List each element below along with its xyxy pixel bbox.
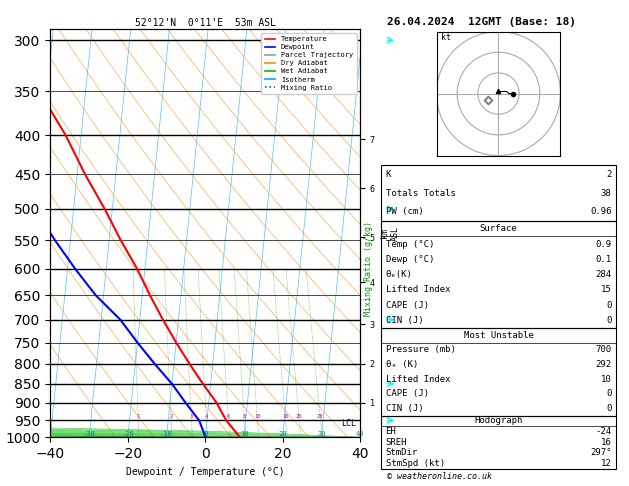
Text: 0.9: 0.9 <box>595 240 611 248</box>
Text: Surface: Surface <box>480 224 517 233</box>
Text: PW (cm): PW (cm) <box>386 208 423 216</box>
Text: © weatheronline.co.uk: © weatheronline.co.uk <box>387 472 492 481</box>
Text: 700: 700 <box>595 346 611 354</box>
Title: 52°12'N  0°11'E  53m ASL: 52°12'N 0°11'E 53m ASL <box>135 18 276 28</box>
Text: 8: 8 <box>243 415 246 419</box>
Text: 15: 15 <box>601 285 611 295</box>
Text: 1: 1 <box>136 415 140 419</box>
Text: Lifted Index: Lifted Index <box>386 285 450 295</box>
Text: Pressure (mb): Pressure (mb) <box>386 346 455 354</box>
Y-axis label: km
ASL: km ASL <box>381 226 400 241</box>
Text: -10: -10 <box>160 432 173 437</box>
Text: 10: 10 <box>601 375 611 383</box>
Text: CAPE (J): CAPE (J) <box>386 389 428 398</box>
Text: -20: -20 <box>121 432 134 437</box>
Text: 0: 0 <box>606 316 611 325</box>
Text: -30: -30 <box>82 432 96 437</box>
Text: Lifted Index: Lifted Index <box>386 375 450 383</box>
Text: LCL: LCL <box>341 419 356 429</box>
Text: 0: 0 <box>203 432 208 437</box>
Text: 297°: 297° <box>590 449 611 457</box>
Text: 28: 28 <box>317 415 323 419</box>
Text: kt: kt <box>441 33 450 42</box>
Text: CAPE (J): CAPE (J) <box>386 301 428 310</box>
Text: 16: 16 <box>282 415 289 419</box>
Text: StmDir: StmDir <box>386 449 418 457</box>
Text: 284: 284 <box>595 270 611 279</box>
Text: 40: 40 <box>356 432 364 437</box>
Text: K: K <box>386 170 391 179</box>
Text: 0.96: 0.96 <box>590 208 611 216</box>
Text: θₑ(K): θₑ(K) <box>386 270 413 279</box>
Text: 30: 30 <box>317 432 326 437</box>
Text: 6: 6 <box>226 415 230 419</box>
Text: 12: 12 <box>601 459 611 468</box>
Text: Totals Totals: Totals Totals <box>386 189 455 198</box>
Text: 0.1: 0.1 <box>595 255 611 264</box>
Text: 16: 16 <box>601 438 611 447</box>
Legend: Temperature, Dewpoint, Parcel Trajectory, Dry Adiabat, Wet Adiabat, Isotherm, Mi: Temperature, Dewpoint, Parcel Trajectory… <box>262 33 357 94</box>
Text: 292: 292 <box>595 360 611 369</box>
Text: θₑ (K): θₑ (K) <box>386 360 418 369</box>
Text: 10: 10 <box>240 432 248 437</box>
Text: 10: 10 <box>254 415 260 419</box>
Text: StmSpd (kt): StmSpd (kt) <box>386 459 445 468</box>
Text: SREH: SREH <box>386 438 407 447</box>
Text: 38: 38 <box>601 189 611 198</box>
Text: 4: 4 <box>204 415 208 419</box>
Text: 2: 2 <box>606 170 611 179</box>
Text: Mixing Ratio (g/kg): Mixing Ratio (g/kg) <box>364 222 373 316</box>
Text: -24: -24 <box>595 427 611 436</box>
Text: Hodograph: Hodograph <box>474 417 523 425</box>
Text: Most Unstable: Most Unstable <box>464 331 533 340</box>
Text: CIN (J): CIN (J) <box>386 404 423 413</box>
X-axis label: Dewpoint / Temperature (°C): Dewpoint / Temperature (°C) <box>126 467 284 477</box>
Text: 20: 20 <box>279 432 287 437</box>
Text: 0: 0 <box>606 389 611 398</box>
Text: CIN (J): CIN (J) <box>386 316 423 325</box>
Text: Dewp (°C): Dewp (°C) <box>386 255 434 264</box>
Text: 2: 2 <box>169 415 172 419</box>
Text: EH: EH <box>386 427 396 436</box>
Text: 20: 20 <box>296 415 303 419</box>
Text: 0: 0 <box>606 301 611 310</box>
Text: 0: 0 <box>606 404 611 413</box>
Text: 26.04.2024  12GMT (Base: 18): 26.04.2024 12GMT (Base: 18) <box>387 17 576 27</box>
Text: Temp (°C): Temp (°C) <box>386 240 434 248</box>
Text: 3: 3 <box>190 415 193 419</box>
